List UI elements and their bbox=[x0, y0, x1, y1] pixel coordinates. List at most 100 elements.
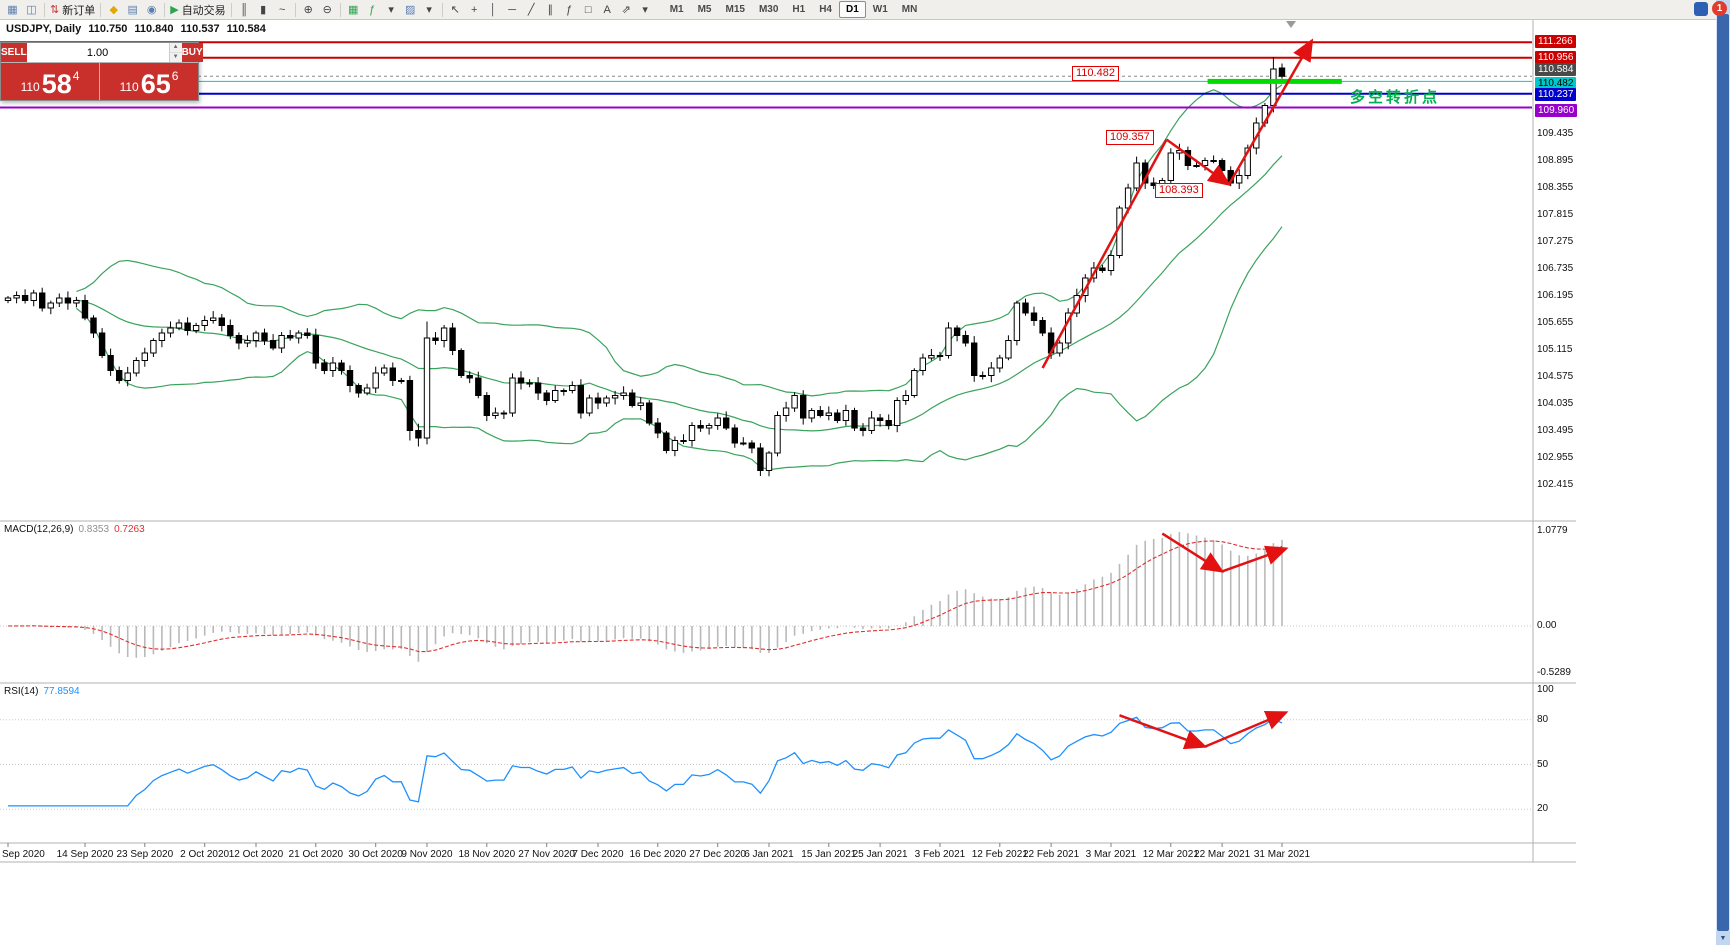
candle bbox=[552, 385, 559, 403]
buy-tab[interactable]: BUY bbox=[181, 43, 203, 62]
buy-price-big: 65 bbox=[140, 69, 171, 99]
candle bbox=[475, 371, 482, 399]
crosshair-button[interactable]: + bbox=[465, 1, 484, 18]
app-icon[interactable] bbox=[1694, 2, 1708, 16]
line-chart-type-button[interactable]: ~ bbox=[273, 1, 292, 18]
volume-stepper: ▲ ▼ bbox=[168, 43, 182, 62]
timeframe-h4[interactable]: H4 bbox=[819, 4, 832, 15]
trend-arrow[interactable] bbox=[1165, 138, 1231, 186]
profiles-icon: ◫ bbox=[26, 4, 37, 16]
candle bbox=[363, 383, 371, 396]
candle bbox=[586, 394, 593, 417]
print-icon: ▤ bbox=[127, 4, 138, 16]
scrollbar-thumb[interactable] bbox=[1717, 14, 1729, 931]
trendline-button[interactable]: ╱ bbox=[522, 1, 541, 18]
vertical-line-button[interactable]: │ bbox=[484, 1, 503, 18]
bar-chart-type-button[interactable]: ║ bbox=[235, 1, 254, 18]
chart-shift-marker[interactable] bbox=[1286, 21, 1296, 28]
new-order-button[interactable]: ⇅ 新订单 bbox=[48, 1, 97, 18]
crosshair-icon: + bbox=[470, 3, 478, 16]
objects-dropdown-button[interactable]: ▾ bbox=[636, 1, 655, 18]
candle bbox=[1218, 158, 1226, 176]
grid-button[interactable]: ▦ bbox=[344, 1, 363, 18]
equidistant-channel-button[interactable]: ∥ bbox=[541, 1, 560, 18]
new-chart-icon: ▦ bbox=[7, 4, 18, 16]
text-label-button[interactable]: A bbox=[598, 1, 617, 18]
indicators-button[interactable]: ƒ bbox=[363, 1, 382, 18]
notification-badge[interactable]: 1 bbox=[1712, 1, 1727, 16]
horizontal-line-button[interactable]: ─ bbox=[503, 1, 522, 18]
trend-arrow[interactable] bbox=[1227, 38, 1314, 186]
sell-price-big: 58 bbox=[41, 69, 72, 99]
timeframe-d1[interactable]: D1 bbox=[839, 1, 866, 18]
macd-name: MACD(12,26,9) bbox=[4, 524, 74, 535]
candle bbox=[107, 348, 114, 376]
candle bbox=[731, 424, 738, 448]
timeframe-m15[interactable]: M15 bbox=[725, 4, 745, 15]
timeframe-h1[interactable]: H1 bbox=[792, 4, 806, 15]
timeframe-w1[interactable]: W1 bbox=[872, 4, 888, 15]
candle-chart-type-button[interactable]: ▮ bbox=[254, 1, 273, 18]
about-button[interactable]: ◉ bbox=[142, 1, 161, 18]
arrows-tool-button[interactable]: ⇗ bbox=[617, 1, 636, 18]
auto-trading-icon: ▶ bbox=[170, 4, 179, 16]
trend-arrow[interactable] bbox=[1041, 138, 1168, 369]
one-click-top-row: SELL ▲ ▼ BUY bbox=[1, 43, 203, 63]
candle bbox=[261, 328, 268, 345]
objects-dropdown-icon: ▾ bbox=[642, 4, 648, 16]
candle bbox=[167, 321, 174, 338]
timeframe-m1[interactable]: M1 bbox=[669, 4, 684, 15]
zoom-in-button[interactable]: ⊕ bbox=[299, 1, 318, 18]
print-button[interactable]: ▤ bbox=[123, 1, 142, 18]
new-chart-button[interactable]: ▦ bbox=[3, 1, 22, 18]
text-label-icon: A bbox=[603, 3, 611, 16]
support-zone-bar[interactable] bbox=[1207, 78, 1342, 84]
sell-tab[interactable]: SELL bbox=[1, 43, 27, 62]
candle bbox=[321, 359, 328, 375]
candle bbox=[620, 386, 627, 400]
mql5-community-button[interactable]: ◆ bbox=[104, 1, 123, 18]
quote-bar: USDJPY, Daily 110.750 110.840 110.537 11… bbox=[6, 23, 266, 35]
fibonacci-button[interactable]: ƒ bbox=[560, 1, 579, 18]
quote-open: 110.750 bbox=[88, 23, 128, 35]
trend-arrow[interactable] bbox=[1204, 710, 1289, 748]
candle bbox=[492, 407, 499, 419]
trend-arrow[interactable] bbox=[1221, 545, 1289, 573]
candle bbox=[389, 362, 397, 386]
candle bbox=[868, 411, 875, 434]
volume-up-icon[interactable]: ▲ bbox=[169, 43, 182, 53]
bollinger-lower bbox=[76, 226, 1283, 471]
candle bbox=[936, 351, 944, 361]
trend-arrow[interactable] bbox=[1161, 532, 1225, 573]
indicators-dropdown-button[interactable]: ▾ bbox=[382, 1, 401, 18]
volume-input[interactable] bbox=[26, 43, 169, 62]
candle bbox=[227, 319, 234, 340]
timeframe-m30[interactable]: M30 bbox=[758, 4, 779, 15]
toolbar-separator bbox=[100, 2, 102, 17]
auto-trading-button[interactable]: ▶ 自动交易 bbox=[168, 1, 227, 18]
buy-button[interactable]: 110 65 6 bbox=[100, 63, 198, 100]
candle bbox=[21, 289, 29, 304]
zoom-out-button[interactable]: ⊖ bbox=[318, 1, 337, 18]
scroll-down-icon[interactable]: ▼ bbox=[1716, 931, 1730, 945]
quote-close: 110.584 bbox=[226, 23, 266, 35]
candle bbox=[791, 392, 798, 412]
indicators-icon: ƒ bbox=[369, 3, 376, 16]
one-click-price-row: 110 58 4 110 65 6 bbox=[1, 63, 198, 100]
profiles-button[interactable]: ◫ bbox=[22, 1, 41, 18]
candle bbox=[158, 328, 166, 348]
timeframe-mn[interactable]: MN bbox=[901, 4, 918, 15]
timeframe-m5[interactable]: M5 bbox=[697, 4, 712, 15]
candle-chart-type-icon: ▮ bbox=[260, 4, 267, 16]
templates-button[interactable]: ▨ bbox=[401, 1, 420, 18]
trend-arrow[interactable] bbox=[1119, 714, 1208, 750]
sell-button[interactable]: 110 58 4 bbox=[1, 63, 100, 100]
cursor-button[interactable]: ↖ bbox=[446, 1, 465, 18]
volume-down-icon[interactable]: ▼ bbox=[169, 53, 182, 62]
templates-dropdown-button[interactable]: ▾ bbox=[420, 1, 439, 18]
toolbar-separator bbox=[230, 2, 232, 17]
candle bbox=[671, 436, 679, 457]
vertical-scrollbar[interactable]: ▲ ▼ bbox=[1716, 0, 1730, 945]
candle bbox=[141, 347, 149, 367]
shapes-button[interactable]: □ bbox=[579, 1, 598, 18]
